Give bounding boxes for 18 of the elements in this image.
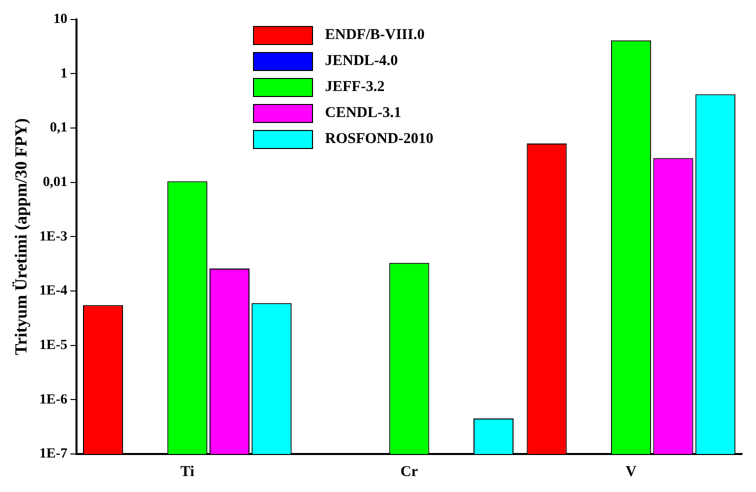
x-tick-label: V <box>626 464 637 480</box>
legend-label: CENDL-3.1 <box>325 104 402 122</box>
legend-label: JENDL-4.0 <box>325 52 398 70</box>
y-tick-label: 0,1 <box>50 120 68 136</box>
y-tick-label: 10 <box>53 12 68 28</box>
y-tick-label: 1E-4 <box>39 284 68 299</box>
legend-label: ENDF/B-VIII.0 <box>325 26 425 44</box>
y-axis-title: Trityum Üretimi (appm/30 FPY) <box>12 118 31 356</box>
legend-label: JEFF-3.2 <box>325 78 385 96</box>
legend-label: ROSFOND-2010 <box>325 130 434 148</box>
y-tick-label: 1E-5 <box>39 338 68 353</box>
y-tick-label: 1 <box>60 66 68 82</box>
x-tick-label: Ti <box>180 464 194 480</box>
y-tick-label: 1E-7 <box>39 446 68 462</box>
y-tick-label: 1E-6 <box>39 392 68 408</box>
x-tick-label: Cr <box>400 464 418 480</box>
y-tick-label: 0,01 <box>42 174 68 190</box>
y-tick-label: 1E-3 <box>39 229 68 244</box>
